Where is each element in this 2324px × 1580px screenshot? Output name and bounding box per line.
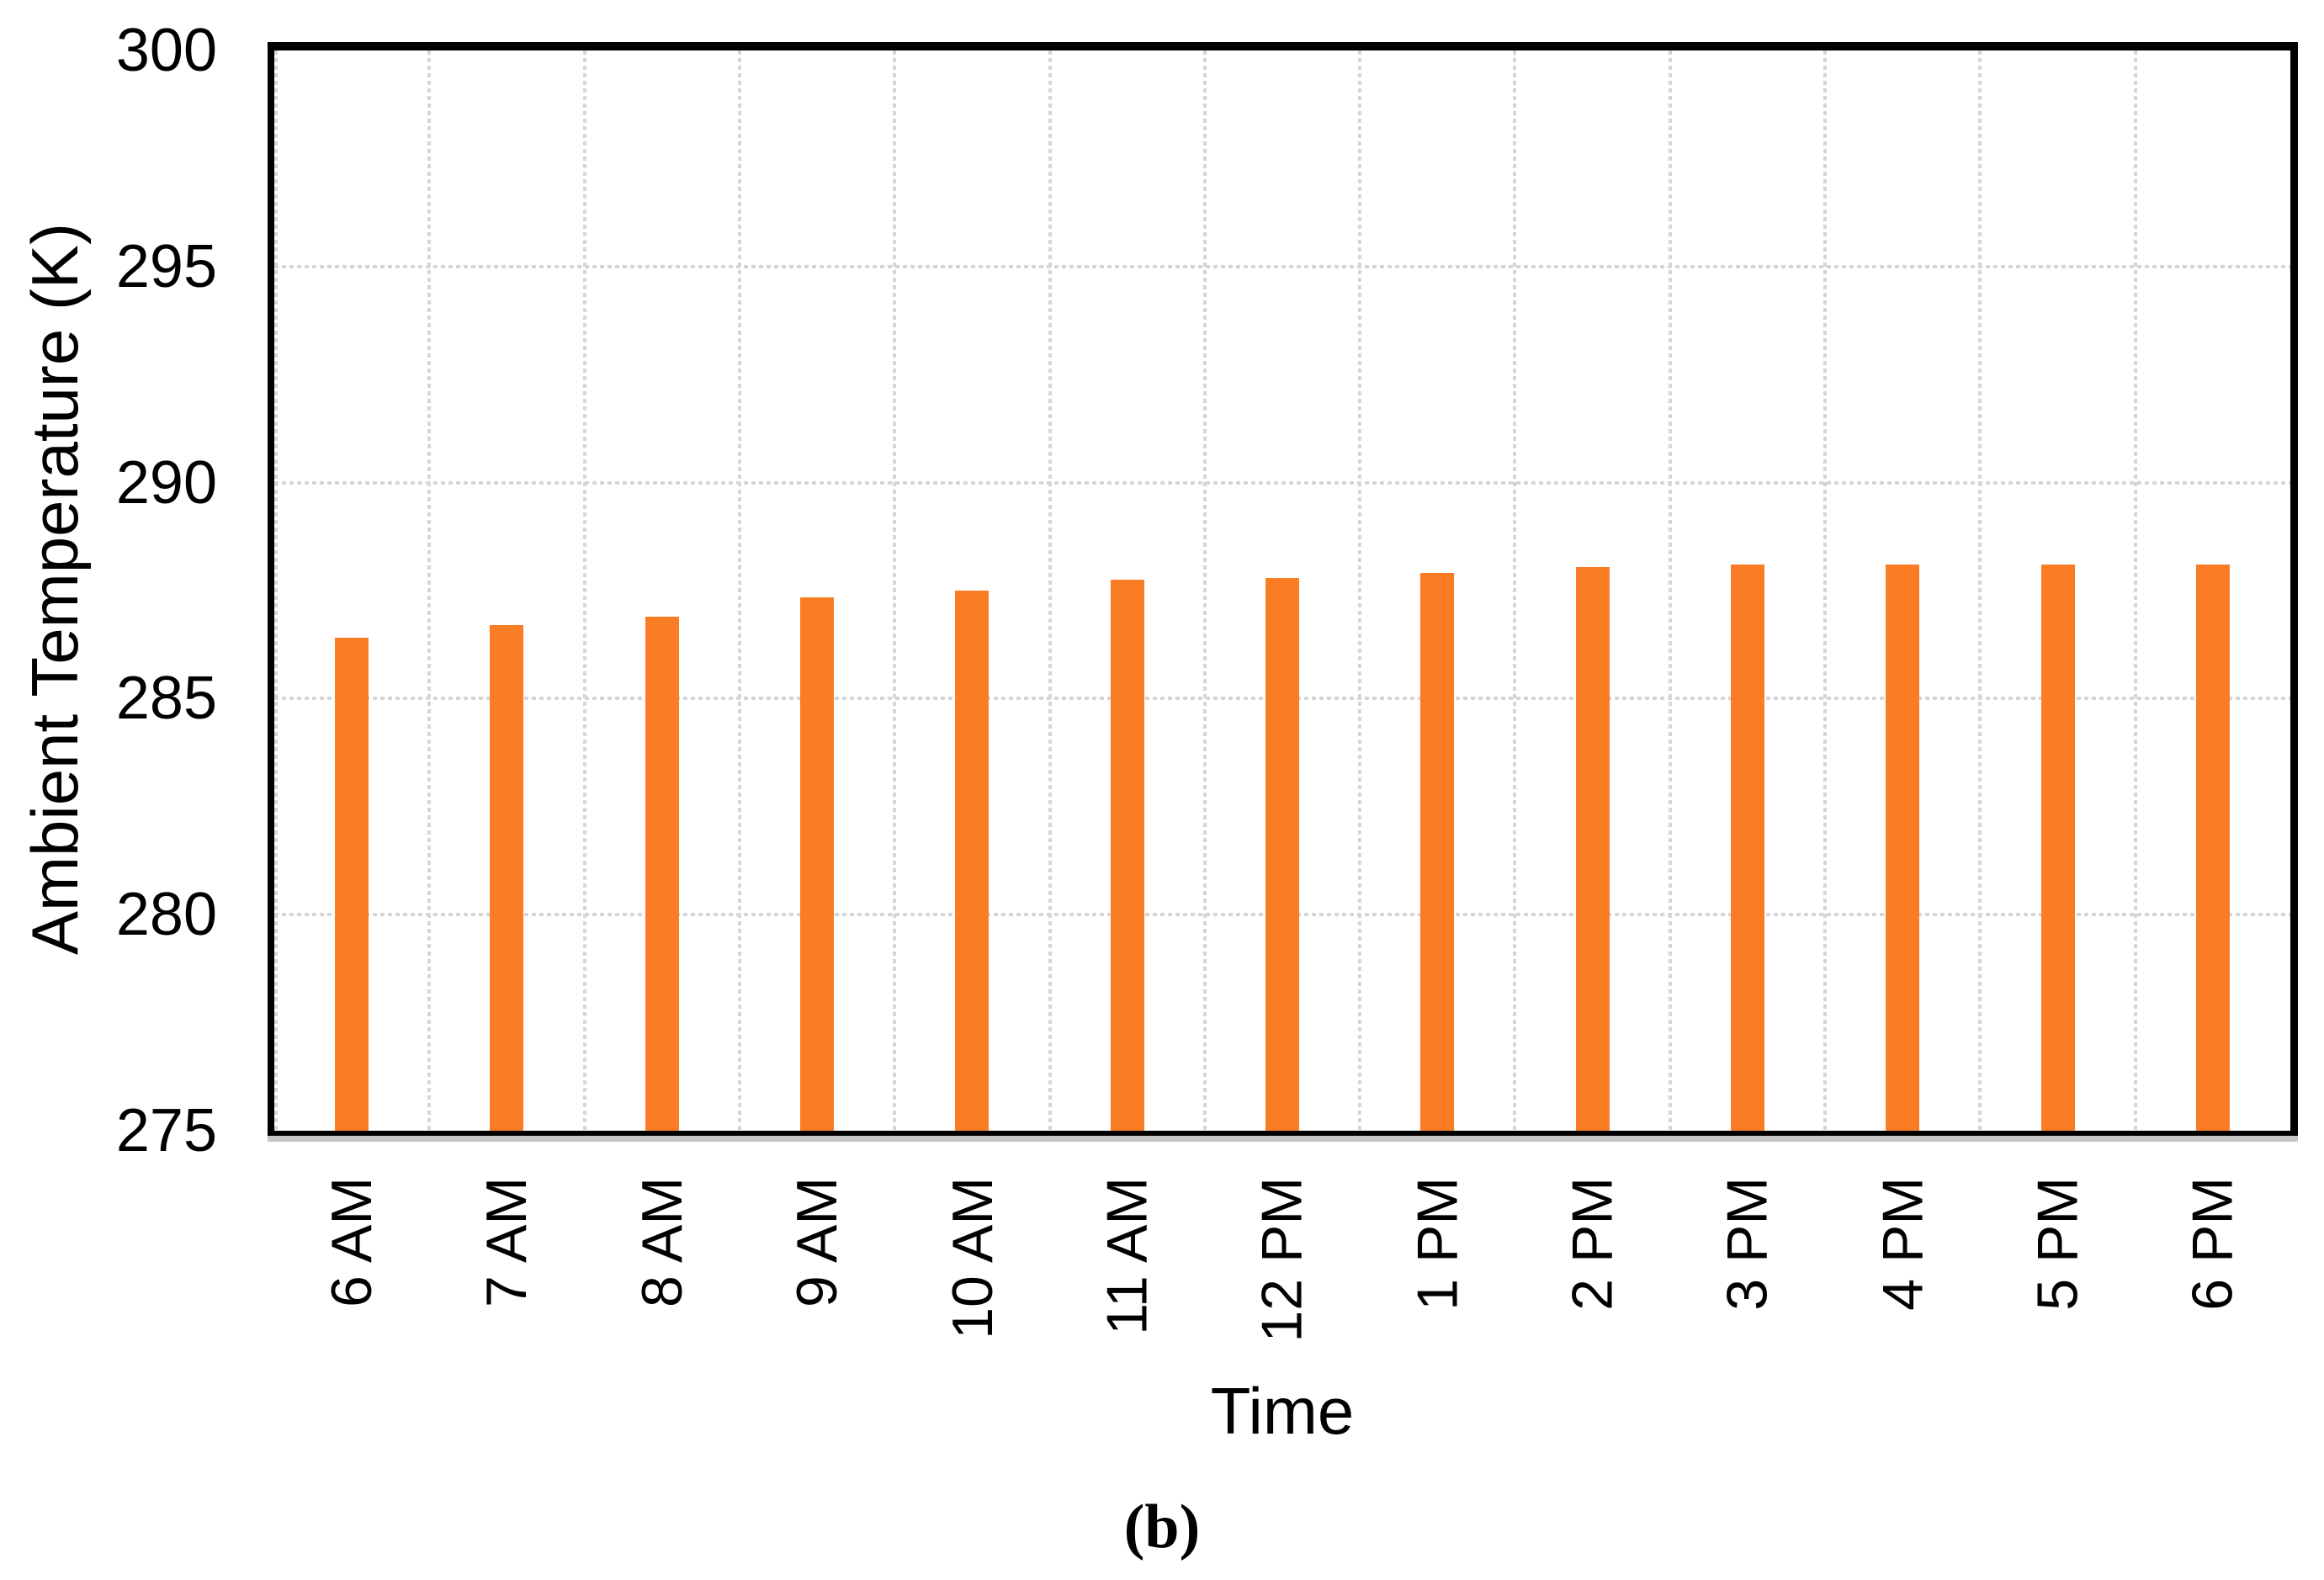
figure-caption: (b) xyxy=(1123,1493,1201,1561)
bar xyxy=(1420,573,1455,1131)
gridline-vertical xyxy=(1668,50,1672,1131)
y-tick-label: 295 xyxy=(115,232,217,300)
bar xyxy=(1110,580,1144,1131)
gridline-horizontal xyxy=(274,480,2290,485)
bar xyxy=(645,616,679,1131)
x-tick-label-text: 6 PM xyxy=(2180,1177,2245,1311)
gridline-vertical xyxy=(893,50,897,1131)
y-tick-label: 300 xyxy=(115,17,217,84)
x-tick-label-text: 10 AM xyxy=(940,1177,1005,1339)
y-tick-label: 280 xyxy=(115,881,217,949)
gridline-vertical xyxy=(2133,50,2137,1131)
x-axis-shadow-line xyxy=(268,1136,2298,1142)
gridline-vertical xyxy=(737,50,741,1131)
bar xyxy=(490,625,524,1131)
x-tick-label-text: 2 PM xyxy=(1560,1177,1625,1311)
gridline-vertical xyxy=(1823,50,1828,1131)
bar xyxy=(1886,565,1920,1131)
gridline-horizontal xyxy=(274,264,2290,268)
x-tick-label-text: 3 PM xyxy=(1715,1177,1780,1311)
bar xyxy=(2040,565,2075,1131)
bar xyxy=(1730,565,1764,1131)
gridline-vertical xyxy=(1513,50,1517,1131)
y-axis-inner-line xyxy=(274,50,278,1131)
x-tick-label-text: 8 AM xyxy=(629,1177,694,1307)
y-tick-label: 290 xyxy=(115,448,217,517)
plot-area-border xyxy=(268,42,2298,1136)
gridline-vertical xyxy=(1358,50,1362,1131)
gridline-vertical xyxy=(1978,50,1982,1131)
x-tick-label-text: 9 AM xyxy=(785,1177,850,1307)
x-tick-label-text: 4 PM xyxy=(1870,1177,1935,1311)
x-tick-label-text: 12 PM xyxy=(1250,1177,1314,1343)
bar xyxy=(2195,565,2230,1131)
gridline-vertical xyxy=(427,50,432,1131)
x-tick-label-text: 5 PM xyxy=(2025,1177,2090,1311)
gridline-vertical xyxy=(1202,50,1207,1131)
bar xyxy=(1265,577,1299,1131)
y-tick-label: 275 xyxy=(115,1097,217,1164)
x-axis-title: Time xyxy=(1210,1374,1355,1448)
gridline-vertical xyxy=(1048,50,1052,1131)
x-tick-label-text: 6 AM xyxy=(320,1177,385,1307)
bar xyxy=(335,638,369,1131)
bar xyxy=(955,591,990,1131)
y-axis-title: Ambient Temperature (K) xyxy=(18,223,92,955)
bar xyxy=(1575,566,1610,1131)
x-tick-label-text: 1 PM xyxy=(1405,1177,1470,1311)
gridline-vertical xyxy=(582,50,586,1131)
x-tick-label-text: 11 AM xyxy=(1095,1177,1159,1335)
x-tick-label-text: 7 AM xyxy=(475,1177,539,1307)
bar xyxy=(800,596,835,1131)
y-tick-label: 285 xyxy=(115,665,217,733)
